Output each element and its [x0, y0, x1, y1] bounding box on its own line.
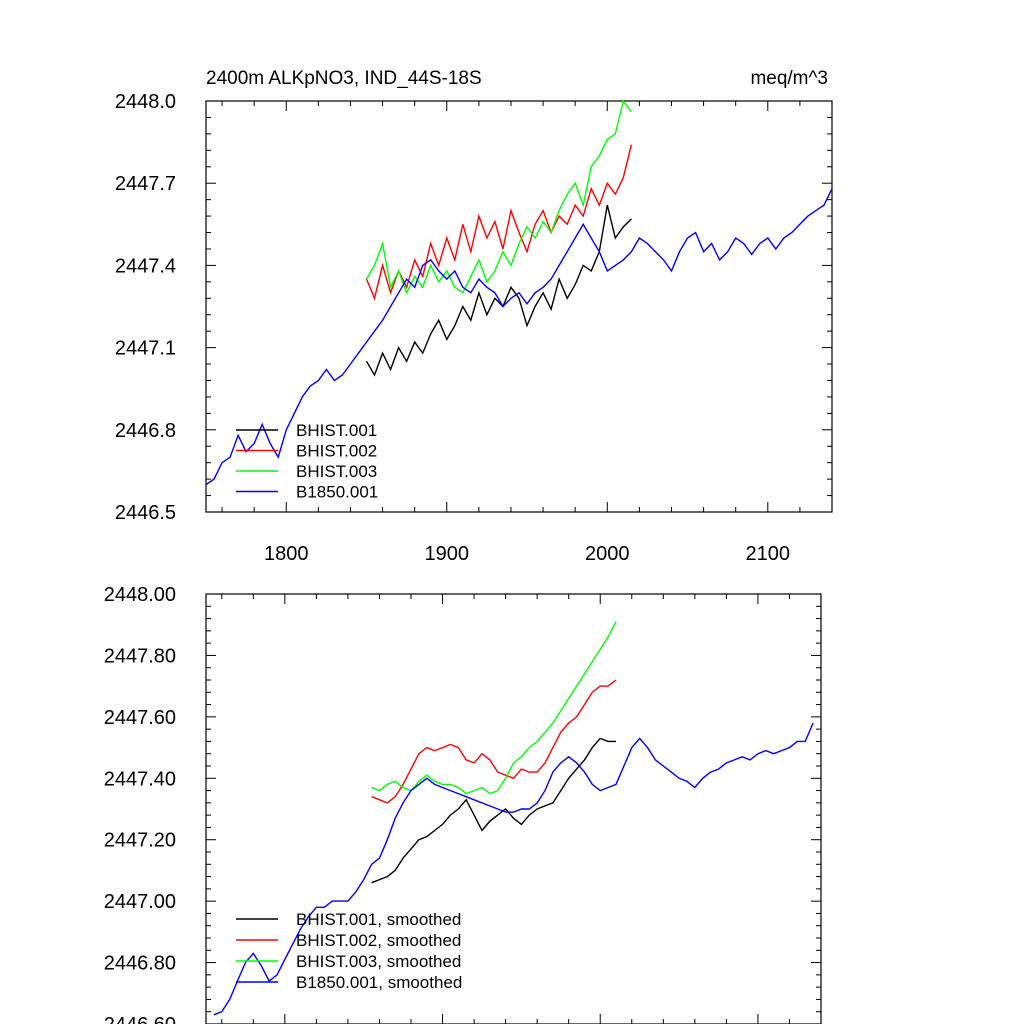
- y-tick-label: 2448.0: [115, 91, 176, 113]
- y-tick-label: 2447.40: [104, 768, 176, 790]
- plot-frame: [205, 100, 833, 513]
- series-line-bhist-001: [371, 737, 616, 884]
- legend-item: B1850.001, smoothed: [236, 973, 462, 992]
- axes: 1800 1900 2000 2100 2446.5 2446.8 2447.1 2447.4…: [115, 91, 833, 565]
- series-line-b1850-001: [205, 188, 833, 486]
- y-tick-label: 2447.4: [115, 255, 176, 277]
- axes: 2446.60 2446.80 2447.00 2447.20 2447.40 2447.…: [104, 584, 822, 1024]
- legend-label: BHIST.003, smoothed: [296, 952, 461, 971]
- legend-label: BHIST.002: [296, 442, 377, 461]
- legend-item: BHIST.002, smoothed: [236, 931, 461, 950]
- y-tick-label: 2446.60: [104, 1014, 176, 1024]
- series-line-bhist-003: [371, 621, 617, 795]
- y-tick-label: 2447.60: [104, 707, 176, 729]
- y-tick-label: 2446.80: [104, 953, 176, 975]
- x-tick-label: 2100: [746, 543, 791, 565]
- legend-label: BHIST.002, smoothed: [296, 931, 461, 950]
- bottom-panel: 2446.60 2446.80 2447.00 2447.20 2447.40 2447.…: [104, 584, 822, 1024]
- x-tick-label: 1900: [425, 543, 470, 565]
- legend-label: BHIST.003: [296, 462, 377, 481]
- x-tick-label: 2000: [585, 543, 630, 565]
- series-line-b1850-001: [213, 722, 814, 1016]
- series-line-bhist-003: [365, 99, 632, 295]
- y-tick-label: 2447.80: [104, 645, 176, 667]
- legend-item: BHIST.002: [236, 442, 377, 461]
- legend-item: BHIST.003: [236, 462, 377, 481]
- legend-label: BHIST.001: [296, 421, 377, 440]
- top-panel: 2400m ALKpNO3, IND_44S-18S meq/m^3 1800 1…: [115, 68, 833, 565]
- legend-item: B1850.001: [236, 483, 378, 502]
- legend-label: B1850.001: [296, 483, 378, 502]
- series-line-bhist-002: [371, 679, 617, 804]
- legend: BHIST.001, smoothed BHIST.002, smoothed BH…: [236, 910, 462, 992]
- series-group: [213, 621, 814, 1016]
- legend-label: B1850.001, smoothed: [296, 973, 462, 992]
- legend-item: BHIST.003, smoothed: [236, 952, 461, 971]
- series-line-bhist-001: [365, 204, 632, 377]
- series-group: [205, 99, 833, 486]
- y-tick-label: 2446.8: [115, 420, 176, 442]
- legend-label: BHIST.001, smoothed: [296, 910, 461, 929]
- chart-title: 2400m ALKpNO3, IND_44S-18S: [206, 68, 482, 89]
- y-tick-label: 2448.00: [104, 584, 176, 606]
- y-tick-label: 2447.1: [115, 338, 176, 360]
- y-tick-label: 2447.7: [115, 173, 176, 195]
- plot-frame: [205, 593, 822, 1024]
- x-tick-label: 1800: [264, 543, 309, 565]
- legend-item: BHIST.001, smoothed: [236, 910, 461, 929]
- series-line-bhist-002: [365, 144, 633, 301]
- legend-item: BHIST.001: [236, 421, 377, 440]
- y-tick-label: 2447.20: [104, 830, 176, 852]
- y-tick-label: 2447.00: [104, 891, 176, 913]
- y-tick-label: 2446.5: [115, 502, 176, 524]
- units-label: meq/m^3: [750, 68, 828, 89]
